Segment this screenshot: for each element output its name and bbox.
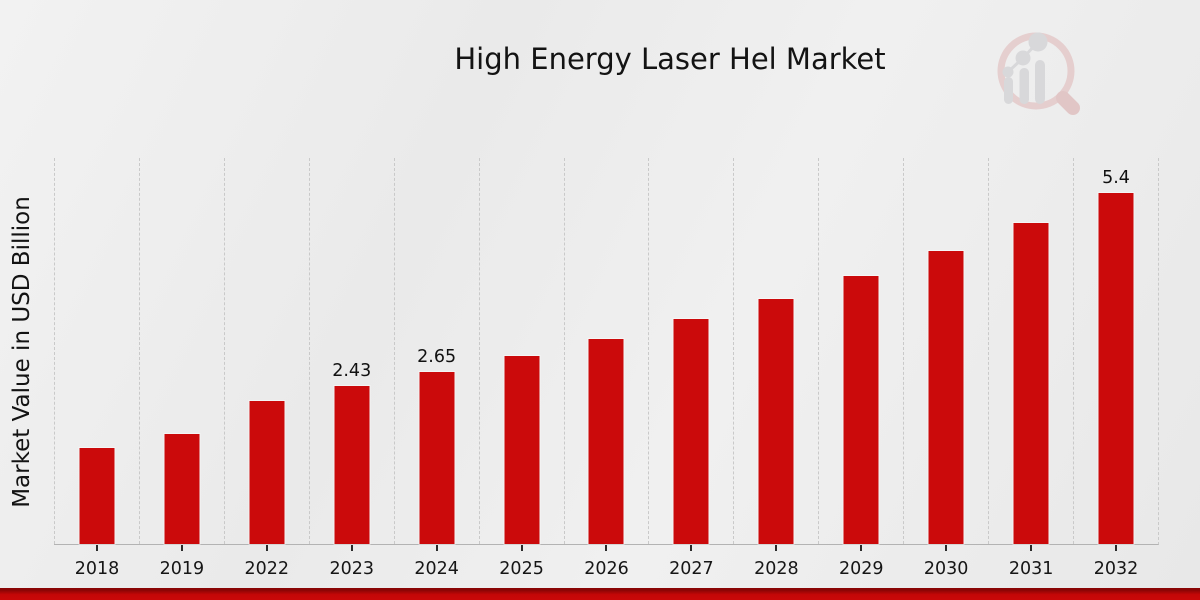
x-axis-tick <box>435 545 438 551</box>
bar-column-2022: 2022 <box>223 158 309 579</box>
bar-column-2019: 2019 <box>138 158 224 579</box>
bar-column-2031: 2031 <box>988 158 1073 579</box>
footer-accent-bar <box>0 588 1200 600</box>
bar-column-2032: 5.4 2032 <box>1073 158 1158 579</box>
bar-column-2029: 2029 <box>818 158 903 579</box>
x-axis-label-2030: 2030 <box>923 559 969 579</box>
plot-area: 2018 2019 2022 2.43 2023 2.65 2024 2025 2026 2027… <box>54 158 1159 579</box>
x-axis-label-2022: 2022 <box>244 559 290 579</box>
bar-2032 <box>1098 193 1134 544</box>
x-axis-tick <box>1115 545 1118 551</box>
bar-2026 <box>588 339 624 544</box>
bar-2025 <box>504 356 540 544</box>
x-axis-label-2028: 2028 <box>754 559 799 579</box>
x-axis-label-2031: 2031 <box>1008 559 1054 579</box>
bar-2019 <box>164 434 200 544</box>
bar-2027 <box>673 319 709 544</box>
x-axis-tick <box>860 545 863 551</box>
bar-column-2023: 2.43 2023 <box>308 158 394 579</box>
x-axis-tick <box>775 545 778 551</box>
x-axis-label-2019: 2019 <box>159 559 205 579</box>
bar-column-2018: 2018 <box>54 158 139 579</box>
x-axis-tick <box>690 545 693 551</box>
bar-2029 <box>843 276 879 544</box>
x-axis-label-2032: 2032 <box>1093 559 1139 579</box>
bar-2030 <box>928 251 964 544</box>
bar-column-2025: 2025 <box>478 158 564 579</box>
x-axis-tick <box>605 545 608 551</box>
x-axis-label-2025: 2025 <box>499 559 544 579</box>
x-axis-label-2023: 2023 <box>329 559 374 579</box>
bar-value-label-2023: 2.43 <box>332 361 372 381</box>
x-axis-label-2018: 2018 <box>74 559 120 579</box>
magnifier-bar-chart-logo-icon <box>997 32 1080 115</box>
chart-title: High Energy Laser Hel Market <box>454 42 886 76</box>
bar-2023 <box>334 386 370 544</box>
bar-columns: 2018 2019 2022 2.43 2023 2.65 2024 2025 2026 2027… <box>54 158 1159 579</box>
x-axis-tick <box>1030 545 1033 551</box>
bar-2028 <box>758 299 794 544</box>
bar-column-2024: 2.65 2024 <box>393 158 479 579</box>
x-axis-tick <box>180 545 183 551</box>
x-axis-tick <box>945 545 948 551</box>
bar-column-2028: 2028 <box>733 158 818 579</box>
x-axis-label-2027: 2027 <box>669 559 714 579</box>
bar-column-2030: 2030 <box>903 158 988 579</box>
bar-value-label-2032: 5.4 <box>1102 168 1130 188</box>
x-axis-label-2029: 2029 <box>838 559 884 579</box>
x-axis-label-2026: 2026 <box>584 559 629 579</box>
y-axis-label: Market Value in USD Billion <box>9 196 35 508</box>
x-axis-tick <box>265 545 268 551</box>
bar-column-2027: 2027 <box>648 158 733 579</box>
x-axis-tick <box>95 545 98 551</box>
bar-2024 <box>419 372 455 544</box>
bar-column-2026: 2026 <box>563 158 649 579</box>
bar-value-label-2024: 2.65 <box>417 347 457 367</box>
bar-2022 <box>249 401 285 544</box>
bar-2031 <box>1013 223 1049 544</box>
bar-2018 <box>79 448 115 544</box>
x-axis-label-2024: 2024 <box>414 559 459 579</box>
x-axis-tick <box>520 545 523 551</box>
x-axis-tick <box>350 545 353 551</box>
